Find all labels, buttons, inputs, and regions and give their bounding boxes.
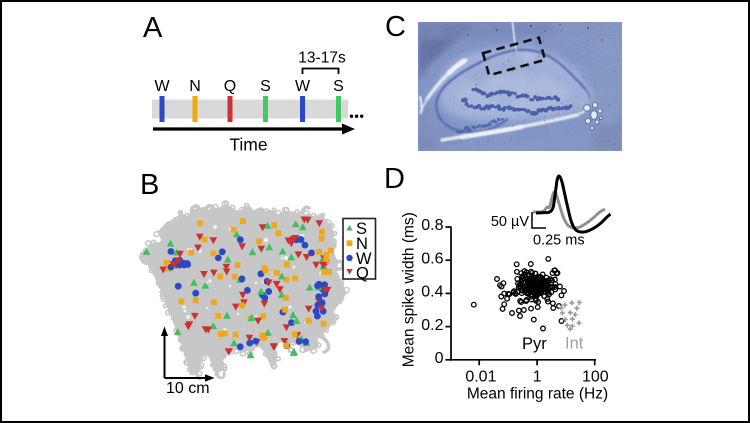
- svg-text:50 µV: 50 µV: [491, 214, 530, 230]
- svg-text:S: S: [356, 220, 367, 238]
- svg-text:13-17s: 13-17s: [298, 50, 346, 67]
- svg-text:0.4: 0.4: [421, 284, 443, 301]
- svg-text:0.25 ms: 0.25 ms: [533, 233, 585, 249]
- svg-text:B: B: [140, 169, 159, 201]
- svg-text:Mean spike width (ms): Mean spike width (ms): [401, 212, 418, 367]
- svg-text:Q: Q: [356, 265, 369, 283]
- svg-text:10 cm: 10 cm: [166, 380, 210, 397]
- svg-text:Time: Time: [229, 135, 267, 155]
- svg-text:Pyr: Pyr: [522, 335, 547, 353]
- svg-text:S: S: [260, 78, 271, 95]
- svg-text:0.2: 0.2: [421, 317, 443, 334]
- svg-text:W: W: [295, 78, 311, 95]
- svg-text:C: C: [385, 11, 406, 43]
- svg-text:Q: Q: [224, 78, 236, 95]
- svg-text:Int: Int: [565, 335, 584, 353]
- svg-text:0.8: 0.8: [421, 217, 443, 234]
- svg-text:W: W: [356, 250, 372, 268]
- svg-text:1: 1: [533, 368, 542, 385]
- svg-text:D: D: [384, 163, 405, 195]
- svg-text:100: 100: [582, 368, 609, 385]
- svg-text:A: A: [143, 12, 163, 44]
- svg-text:0.6: 0.6: [421, 250, 443, 267]
- svg-text:Mean firing rate (Hz): Mean firing rate (Hz): [467, 386, 608, 403]
- svg-text:N: N: [356, 235, 368, 253]
- svg-text:S: S: [333, 78, 344, 95]
- svg-text:W: W: [154, 78, 170, 95]
- svg-text:N: N: [189, 78, 201, 95]
- svg-text:0: 0: [435, 350, 444, 367]
- svg-text:0.01: 0.01: [465, 368, 496, 385]
